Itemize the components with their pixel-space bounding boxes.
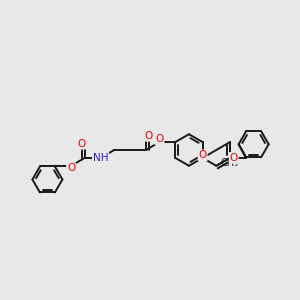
- Text: O: O: [77, 139, 85, 149]
- Text: CH₃: CH₃: [221, 158, 239, 168]
- Text: O: O: [67, 164, 75, 173]
- Text: O: O: [144, 131, 153, 141]
- Text: O: O: [155, 134, 164, 145]
- Text: NH: NH: [93, 153, 108, 163]
- Text: O: O: [230, 153, 238, 163]
- Text: O: O: [199, 150, 207, 160]
